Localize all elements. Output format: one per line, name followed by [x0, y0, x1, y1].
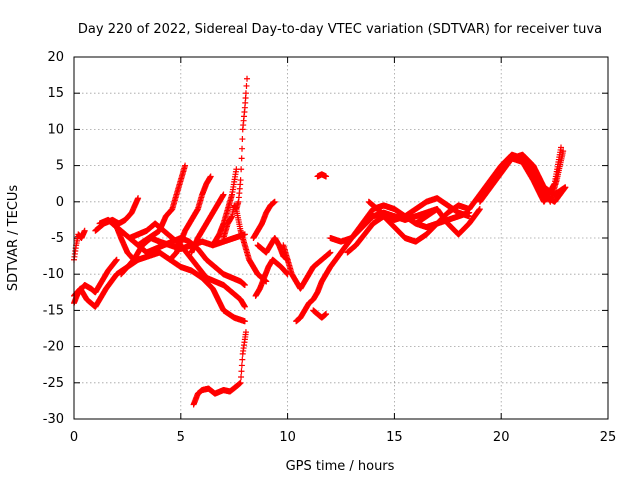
x-axis-label: GPS time / hours	[286, 459, 395, 474]
series-s1	[71, 227, 88, 263]
data-point	[238, 155, 245, 162]
grid-lines	[74, 57, 608, 419]
data-point	[243, 82, 250, 89]
y-axis-label: SDTVAR / TECUs	[6, 185, 21, 292]
y-tick-label: -20	[43, 340, 64, 355]
y-tick-label: -25	[43, 376, 64, 391]
axis-ticks	[73, 56, 609, 420]
data-point	[239, 136, 246, 143]
data-point	[182, 162, 189, 169]
data-points	[71, 75, 569, 408]
x-tick-label: 10	[279, 430, 296, 445]
data-point	[244, 75, 251, 82]
series-s22	[310, 307, 330, 321]
x-tick-label: 5	[177, 430, 185, 445]
data-point	[81, 227, 88, 234]
series-s15	[190, 329, 249, 408]
y-tick-label: 20	[47, 50, 64, 65]
data-point	[241, 318, 248, 325]
series-s23	[314, 171, 330, 180]
series-s8	[126, 220, 248, 310]
y-tick-label: 10	[47, 122, 64, 137]
data-point	[135, 195, 142, 202]
y-tick-label: -10	[43, 267, 64, 282]
chart-title: Day 220 of 2022, Sidereal Day-to-day VTE…	[78, 22, 602, 37]
series-s7	[109, 220, 248, 289]
data-point	[242, 90, 249, 97]
y-tick-label: -15	[43, 303, 64, 318]
data-point	[113, 256, 120, 263]
y-tick-label: -30	[43, 412, 64, 427]
y-tick-labels: -30 -25 -20 -15 -10 -5 0 5 10 15 20	[43, 50, 64, 427]
data-point	[238, 374, 245, 381]
data-point	[239, 145, 246, 152]
y-tick-label: 5	[56, 159, 64, 174]
x-tick-label: 15	[386, 430, 403, 445]
x-tick-labels: 0 5 10 15 20 25	[70, 430, 616, 445]
x-tick-label: 25	[600, 430, 617, 445]
x-tick-label: 20	[493, 430, 510, 445]
data-point	[239, 356, 246, 363]
data-point	[238, 368, 245, 375]
data-point	[241, 282, 248, 289]
data-point	[237, 177, 244, 184]
series-s20	[280, 242, 334, 292]
x-tick-label: 0	[70, 430, 78, 445]
series-s9	[135, 162, 189, 249]
data-point	[241, 303, 248, 310]
series-s17	[250, 198, 278, 241]
y-tick-label: -5	[51, 231, 64, 246]
y-tick-label: 15	[47, 86, 64, 101]
y-tick-label: 0	[56, 195, 64, 210]
series-s14	[233, 75, 251, 213]
data-point	[238, 362, 245, 369]
data-point	[238, 166, 245, 173]
series-s3	[71, 256, 120, 307]
